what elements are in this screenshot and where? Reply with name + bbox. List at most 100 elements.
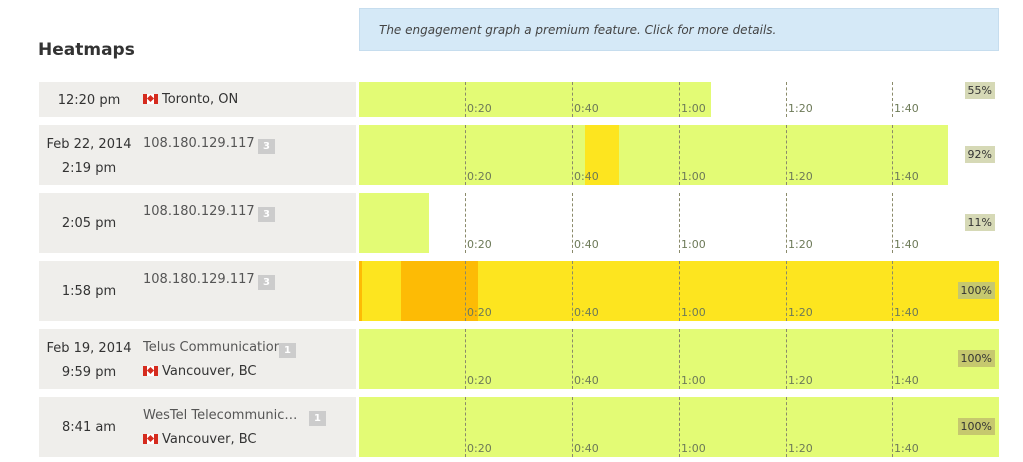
session-datetime: Feb 22, 2014 2:19 pm bbox=[39, 125, 139, 185]
engagement-percent: 100% bbox=[957, 282, 995, 299]
location: Vancouver, BC bbox=[143, 432, 257, 447]
session-date: Feb 22, 2014 bbox=[46, 137, 132, 152]
timeline-tick-label: 0:40 bbox=[574, 238, 599, 251]
heatmap-row[interactable]: Feb 22, 2014 2:19 pm 108.180.129.117 3 0:20 0… bbox=[0, 125, 1023, 185]
heat-segment bbox=[478, 261, 999, 321]
canada-flag-icon bbox=[143, 434, 158, 444]
engagement-percent: 100% bbox=[957, 350, 995, 367]
timeline-gridline bbox=[465, 397, 466, 457]
timeline-gridline bbox=[572, 82, 573, 117]
timeline-tick-label: 1:20 bbox=[788, 374, 813, 387]
session-time: 12:20 pm bbox=[57, 93, 121, 108]
engagement-percent: 100% bbox=[957, 418, 995, 435]
session-info: 8:41 am WesTel Telecommunicatio... 1 Vancou… bbox=[39, 397, 356, 457]
heat-segment bbox=[584, 125, 619, 185]
timeline-gridline bbox=[892, 329, 893, 389]
engagement-heatmap[interactable]: 0:20 0:40 1:00 1:20 1:40 55% bbox=[359, 82, 999, 117]
timeline-gridline bbox=[786, 397, 787, 457]
location-text: Vancouver, BC bbox=[162, 432, 257, 447]
timeline-tick-label: 1:20 bbox=[788, 442, 813, 455]
session-info: 2:05 pm 108.180.129.117 3 bbox=[39, 193, 356, 253]
timeline-gridline bbox=[892, 397, 893, 457]
session-time: 9:59 pm bbox=[61, 365, 117, 380]
heatmap-row[interactable]: 8:41 am WesTel Telecommunicatio... 1 Vancou… bbox=[0, 397, 1023, 457]
timeline-tick-label: 0:20 bbox=[467, 238, 492, 251]
visit-count-badge: 3 bbox=[258, 275, 275, 290]
engagement-percent: 11% bbox=[964, 214, 995, 231]
timeline-tick-label: 0:20 bbox=[467, 102, 492, 115]
network-name: 108.180.129.117 bbox=[143, 204, 255, 219]
timeline-gridline bbox=[465, 329, 466, 389]
timeline-tick-label: 1:40 bbox=[894, 238, 919, 251]
timeline-gridline bbox=[786, 82, 787, 117]
session-info: Feb 22, 2014 2:19 pm 108.180.129.117 3 bbox=[39, 125, 356, 185]
session-info: Feb 19, 2014 9:59 pm Telus Communications 1… bbox=[39, 329, 356, 389]
timeline-tick-label: 1:40 bbox=[894, 306, 919, 319]
engagement-heatmap[interactable]: 0:20 0:40 1:00 1:20 1:40 100% bbox=[359, 329, 999, 389]
timeline-tick-label: 0:20 bbox=[467, 306, 492, 319]
network-name: Telus Communications bbox=[143, 340, 289, 355]
session-time: 2:05 pm bbox=[61, 216, 117, 231]
timeline-tick-label: 1:20 bbox=[788, 306, 813, 319]
canada-flag-icon bbox=[143, 366, 158, 376]
session-time: 1:58 pm bbox=[61, 284, 117, 299]
session-datetime: 2:05 pm bbox=[39, 193, 139, 253]
timeline-gridline bbox=[465, 82, 466, 117]
timeline-tick-label: 1:00 bbox=[681, 102, 706, 115]
heatmap-row[interactable]: Feb 19, 2014 9:59 pm Telus Communications 1… bbox=[0, 329, 1023, 389]
timeline-gridline bbox=[679, 125, 680, 185]
engagement-heatmap[interactable]: 0:20 0:40 1:00 1:20 1:40 11% bbox=[359, 193, 999, 253]
timeline-gridline bbox=[786, 193, 787, 253]
canada-flag-icon bbox=[143, 94, 158, 104]
heat-segment bbox=[359, 193, 430, 253]
timeline-gridline bbox=[572, 261, 573, 321]
heat-segment bbox=[359, 125, 585, 185]
engagement-percent: 55% bbox=[964, 82, 995, 99]
engagement-percent: 92% bbox=[964, 146, 995, 163]
timeline-gridline bbox=[679, 82, 680, 117]
heatmap-row[interactable]: 12:20 pm Toronto, ON 0:20 0:40 1:00 1:20 1:40 5… bbox=[0, 82, 1023, 117]
engagement-heatmap[interactable]: 0:20 0:40 1:00 1:20 1:40 100% bbox=[359, 261, 999, 321]
timeline-gridline bbox=[572, 193, 573, 253]
heat-segment bbox=[362, 261, 402, 321]
timeline-gridline bbox=[572, 397, 573, 457]
timeline-tick-label: 1:00 bbox=[681, 374, 706, 387]
engagement-heatmap[interactable]: 0:20 0:40 1:00 1:20 1:40 100% bbox=[359, 397, 999, 457]
timeline-tick-label: 1:00 bbox=[681, 238, 706, 251]
timeline-gridline bbox=[679, 193, 680, 253]
timeline-tick-label: 0:40 bbox=[574, 170, 599, 183]
session-info: 12:20 pm Toronto, ON bbox=[39, 82, 356, 117]
heatmap-row[interactable]: 1:58 pm 108.180.129.117 3 0:20 0:40 1:00 1:20 1… bbox=[0, 261, 1023, 321]
timeline-tick-label: 0:40 bbox=[574, 374, 599, 387]
timeline-tick-label: 0:20 bbox=[467, 442, 492, 455]
engagement-heatmap[interactable]: 0:20 0:40 1:00 1:20 1:40 92% bbox=[359, 125, 999, 185]
timeline-gridline bbox=[892, 125, 893, 185]
session-info: 1:58 pm 108.180.129.117 3 bbox=[39, 261, 356, 321]
timeline-tick-label: 1:20 bbox=[788, 170, 813, 183]
timeline-gridline bbox=[786, 261, 787, 321]
session-datetime: 1:58 pm bbox=[39, 261, 139, 321]
timeline-tick-label: 1:20 bbox=[788, 238, 813, 251]
visit-count-badge: 3 bbox=[258, 139, 275, 154]
session-datetime: Feb 19, 2014 9:59 pm bbox=[39, 329, 139, 389]
timeline-tick-label: 1:00 bbox=[681, 442, 706, 455]
timeline-gridline bbox=[679, 329, 680, 389]
timeline-gridline bbox=[679, 397, 680, 457]
heat-segment bbox=[359, 261, 363, 321]
location-text: Toronto, ON bbox=[162, 92, 239, 107]
heatmap-row[interactable]: 2:05 pm 108.180.129.117 3 0:20 0:40 1:00 1:20 1… bbox=[0, 193, 1023, 253]
timeline-tick-label: 0:40 bbox=[574, 306, 599, 319]
premium-notice[interactable]: The engagement graph a premium feature. … bbox=[359, 8, 999, 51]
timeline-tick-label: 0:20 bbox=[467, 170, 492, 183]
timeline-gridline bbox=[572, 125, 573, 185]
location: Toronto, ON bbox=[143, 92, 238, 107]
network-name: 108.180.129.117 bbox=[143, 136, 255, 151]
timeline-tick-label: 0:20 bbox=[467, 374, 492, 387]
page-title: Heatmaps bbox=[38, 40, 135, 60]
timeline-gridline bbox=[892, 261, 893, 321]
timeline-gridline bbox=[786, 329, 787, 389]
session-datetime: 12:20 pm bbox=[39, 82, 139, 117]
timeline-tick-label: 0:40 bbox=[574, 442, 599, 455]
timeline-gridline bbox=[679, 261, 680, 321]
timeline-tick-label: 1:20 bbox=[788, 102, 813, 115]
